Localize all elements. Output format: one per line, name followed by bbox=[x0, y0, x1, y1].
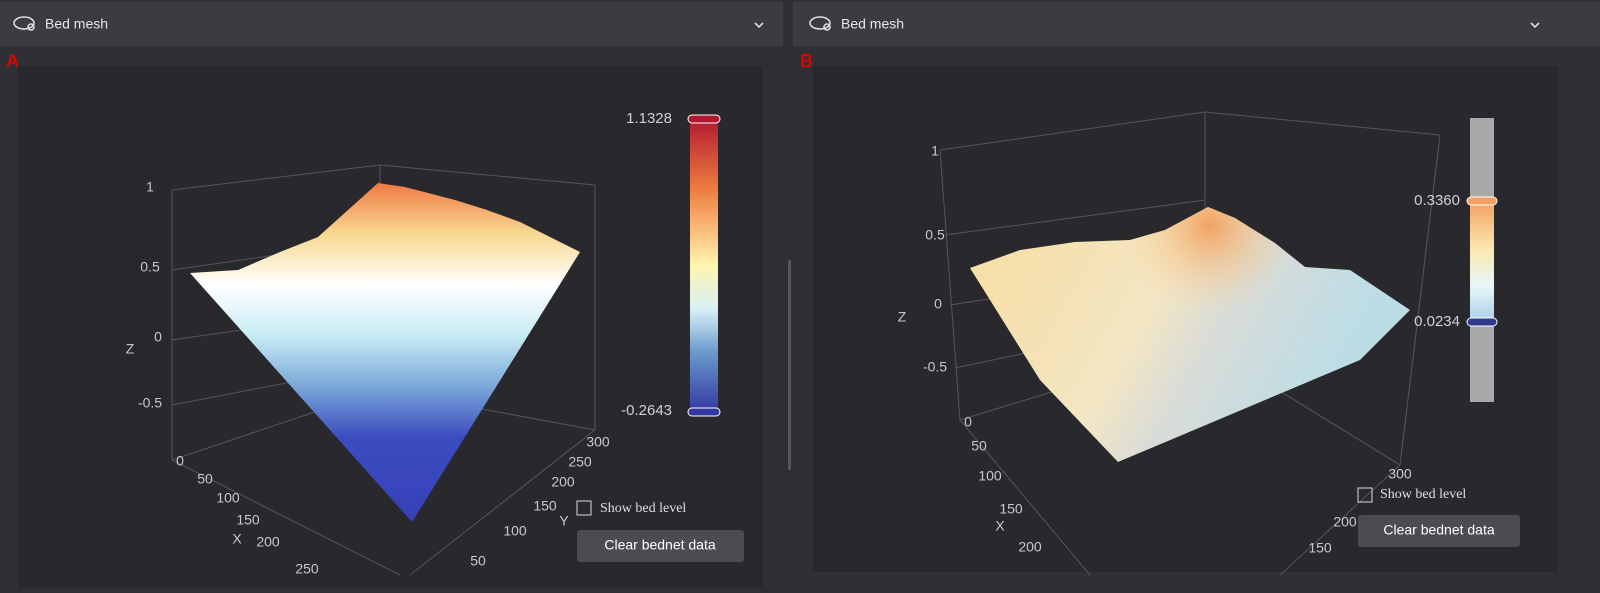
z-tick-label: -0.5 bbox=[923, 359, 947, 375]
panel-label: B bbox=[800, 51, 813, 71]
checkbox[interactable] bbox=[1357, 487, 1373, 503]
colorbar-range bbox=[1470, 201, 1494, 322]
panel-title: Bed mesh bbox=[841, 16, 904, 32]
axis-label: X bbox=[995, 518, 1005, 534]
mesh-surface bbox=[190, 183, 580, 522]
colorbar-min: 0.0234 bbox=[1414, 313, 1460, 330]
button[interactable] bbox=[577, 530, 744, 562]
x-tick-label: 150 bbox=[236, 512, 260, 528]
y-tick-label: 150 bbox=[533, 498, 557, 514]
axis-label: Z bbox=[898, 309, 907, 325]
checkbox-label: Show bed level bbox=[1380, 487, 1466, 502]
y-tick-label: 250 bbox=[568, 454, 592, 470]
y-tick-label: 200 bbox=[1333, 514, 1357, 530]
checkbox-label: Show bed level bbox=[600, 501, 686, 516]
z-tick-label: 1 bbox=[931, 143, 939, 159]
scrollbar bbox=[788, 260, 791, 470]
colorbar-handle[interactable] bbox=[687, 114, 721, 124]
x-tick-label: 50 bbox=[971, 438, 987, 454]
y-tick-label: 300 bbox=[1388, 466, 1412, 482]
button-label: Clear bednet data bbox=[604, 537, 716, 553]
y-tick-label: 300 bbox=[586, 434, 610, 450]
mesh-highlight bbox=[970, 207, 1410, 462]
panel-header[interactable] bbox=[0, 2, 783, 46]
checkbox[interactable] bbox=[576, 500, 592, 516]
y-tick-label: 50 bbox=[470, 553, 486, 569]
z-tick-label: 0.5 bbox=[925, 227, 945, 243]
button[interactable] bbox=[1358, 515, 1520, 547]
button-label: Clear bednet data bbox=[1383, 522, 1495, 538]
x-tick-label: 50 bbox=[197, 471, 213, 487]
colorbar-max: 0.3360 bbox=[1414, 192, 1460, 209]
x-tick-label: 200 bbox=[1018, 539, 1042, 555]
z-tick-label: 0.5 bbox=[140, 259, 160, 275]
panel-header[interactable] bbox=[793, 2, 1600, 46]
x-tick-label: 250 bbox=[295, 561, 319, 577]
colorbar-handle[interactable] bbox=[1466, 317, 1498, 327]
panel-label: A bbox=[6, 51, 19, 71]
colorbar-handle[interactable] bbox=[687, 407, 721, 417]
axis-label: Z bbox=[126, 341, 135, 357]
x-tick-label: 100 bbox=[216, 490, 240, 506]
z-tick-label: 0 bbox=[176, 453, 184, 469]
icon bbox=[13, 16, 1540, 31]
colorbar-min: -0.2643 bbox=[621, 402, 672, 419]
axis-label: X bbox=[232, 531, 242, 547]
x-tick-label: 150 bbox=[999, 501, 1023, 517]
x-tick-label: 200 bbox=[256, 534, 280, 550]
panel-title: Bed mesh bbox=[45, 16, 108, 32]
x-tick-label: 100 bbox=[978, 468, 1002, 484]
colorbar-handle[interactable] bbox=[1466, 196, 1498, 206]
z-tick-label: 0 bbox=[154, 329, 162, 345]
colorbar bbox=[690, 118, 718, 412]
y-tick-label: 200 bbox=[551, 474, 575, 490]
y-tick-label: 100 bbox=[503, 523, 527, 539]
y-tick-label: 150 bbox=[1308, 540, 1332, 556]
z-tick-label: 0 bbox=[964, 414, 972, 430]
z-tick-label: 1 bbox=[146, 179, 154, 195]
axis-label: Y bbox=[559, 513, 569, 529]
colorbar-max: 1.1328 bbox=[626, 110, 672, 127]
z-tick-label: 0 bbox=[934, 296, 942, 312]
z-tick-label: -0.5 bbox=[138, 395, 162, 411]
